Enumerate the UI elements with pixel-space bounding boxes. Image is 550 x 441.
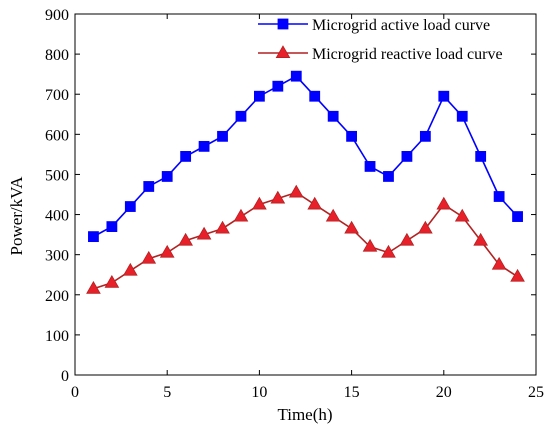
data-point-square [253,90,265,102]
data-point-square [161,171,173,182]
data-point-triangle [325,208,341,222]
data-point-square [290,70,302,82]
series-line [93,75,519,238]
legend-label: Microgrid active load curve [312,17,490,34]
data-point-square [475,150,487,162]
data-point-triangle [252,196,267,210]
data-point-triangle [344,220,359,234]
data-point-triangle [178,232,193,246]
data-point-triangle [491,256,507,270]
data-point-square [364,161,376,172]
data-point-square [106,221,118,232]
x-tick-label: 25 [528,384,544,401]
y-axis-label: Power/kVA [7,176,26,256]
x-tick-label: 0 [71,384,79,401]
data-point-square [383,171,394,182]
data-point-triangle [454,208,470,222]
plot-frame [74,13,537,376]
y-tick-label: 100 [45,328,69,345]
data-point-triangle [307,196,323,210]
data-point-square [438,90,450,102]
legend-item: Microgrid reactive load curve [258,45,503,63]
series-layer [86,70,525,294]
y-tick-label: 400 [45,208,69,225]
series-line [93,191,518,290]
legend-marker [275,45,291,58]
data-point-triangle [510,268,525,282]
y-tick-label: 800 [45,47,69,64]
data-point-square [512,211,523,222]
y-tick-label: 0 [61,368,69,385]
data-point-square [309,90,321,102]
data-point-square [401,150,413,162]
data-point-triangle [233,208,249,222]
axes: 0 5 10 15 20 25 0 100 200 300 400 500 600 700 800 900 [45,7,544,401]
data-point-triangle [418,220,433,234]
data-point-triangle [215,220,230,234]
data-point-triangle [141,250,157,264]
x-tick-label: 15 [344,384,360,401]
data-point-triangle [288,184,304,198]
data-point-square [180,150,192,162]
data-point-square [327,110,339,122]
legend-label: Microgrid reactive load curve [312,46,503,63]
data-point-triangle [159,244,175,258]
y-tick-label: 300 [45,248,69,265]
data-point-square [493,191,505,202]
data-point-triangle [104,274,120,288]
data-point-square [217,130,228,142]
data-point-triangle [86,280,101,294]
data-point-triangle [473,232,489,246]
x-axis-label: Time(h) [277,405,332,424]
data-point-square [272,80,284,92]
x-tick-label: 10 [251,384,267,401]
y-tick-label: 500 [45,167,69,184]
data-point-triangle [436,196,452,210]
data-point-square [143,181,155,192]
x-tick-label: 5 [163,384,171,401]
data-point-square [198,140,210,152]
data-point-triangle [270,190,286,204]
legend-item: Microgrid active load curve [258,17,490,34]
data-point-triangle [122,262,138,276]
data-point-triangle [196,226,212,240]
legend-marker [277,18,289,30]
data-point-triangle [381,244,396,258]
data-point-square [124,201,136,212]
series-1 [88,70,523,243]
x-tick-label: 20 [436,384,452,401]
data-point-square [235,110,247,122]
data-point-square [456,110,468,122]
legend: Microgrid active load curve Microgrid rea… [258,17,503,63]
data-point-triangle [399,232,415,246]
data-point-square [419,130,431,142]
y-tick-label: 700 [45,87,69,104]
y-tick-label: 600 [45,127,69,144]
y-tick-label: 200 [45,288,69,305]
series-2 [86,184,525,294]
data-point-triangle [362,238,378,252]
data-point-square [88,231,99,243]
data-point-square [346,130,358,142]
y-tick-label: 900 [45,7,69,24]
